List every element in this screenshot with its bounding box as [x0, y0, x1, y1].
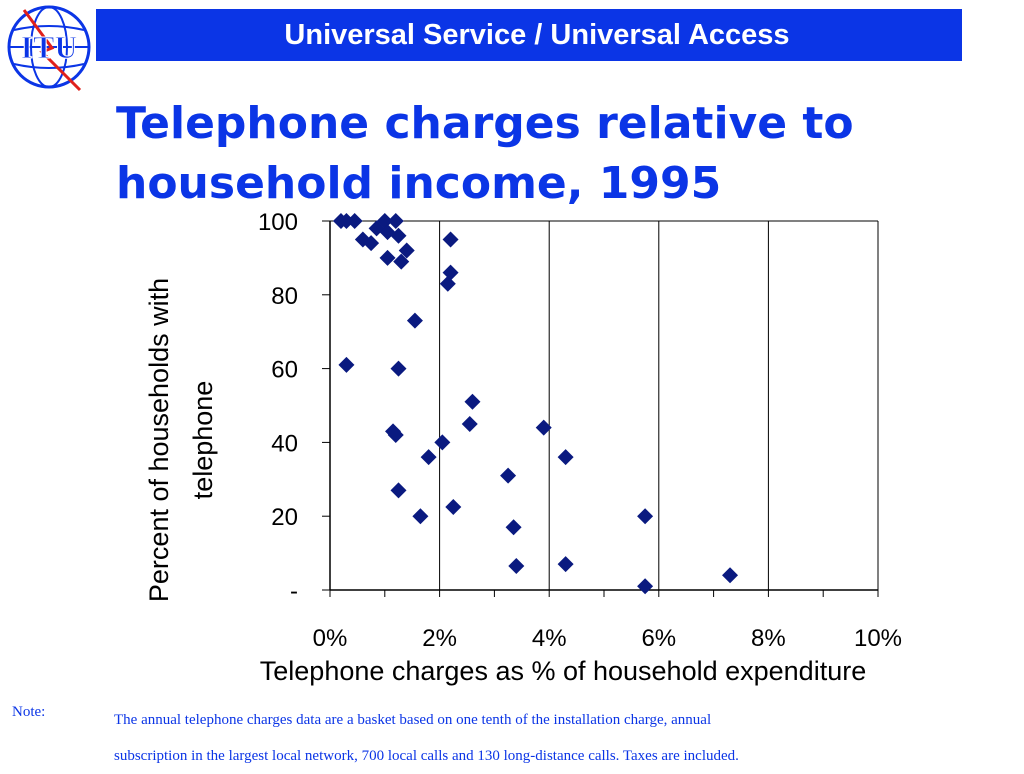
header-title: Universal Service / Universal Access: [284, 18, 790, 51]
x-tick-label: 2%: [422, 625, 457, 652]
data-point: [363, 235, 380, 252]
x-axis-label: Telephone charges as % of household expe…: [260, 656, 866, 686]
data-point: [557, 556, 574, 573]
x-tick-label: 0%: [313, 625, 348, 652]
data-point: [420, 449, 437, 466]
data-point: [637, 508, 654, 525]
y-tick-label: 100: [258, 209, 298, 236]
chart-points: [332, 213, 739, 595]
x-tick-label: 4%: [532, 625, 567, 652]
data-point: [442, 231, 459, 248]
header-bar: Universal Service / Universal Access: [96, 9, 962, 61]
data-point: [637, 578, 654, 595]
y-tick-label: 60: [271, 357, 298, 384]
note-line-2: subscription in the largest local networ…: [114, 748, 739, 764]
data-point: [442, 264, 459, 281]
chart-axes: - 20 40 60 80 100 0% 2% 4% 6% 8% 10%: [258, 209, 902, 652]
slide-title: Telephone charges relative to household …: [116, 94, 1006, 214]
data-point: [535, 419, 552, 436]
data-point: [393, 253, 410, 270]
data-point: [434, 434, 451, 451]
data-point: [505, 519, 522, 536]
data-point: [390, 227, 407, 244]
data-point: [387, 427, 404, 444]
slide-title-line-2: household income, 1995: [116, 158, 722, 209]
x-tick-label: 6%: [641, 625, 676, 652]
data-point: [390, 482, 407, 499]
data-point: [338, 213, 355, 229]
y-tick-label: 80: [271, 283, 298, 310]
data-point: [379, 249, 396, 266]
data-point: [406, 312, 423, 329]
note-line-1: The annual telephone charges data are a …: [114, 712, 712, 728]
data-point: [508, 558, 525, 575]
data-point: [387, 213, 404, 229]
y-tick-label: 40: [271, 430, 298, 457]
x-tick-label: 8%: [751, 625, 786, 652]
data-point: [500, 467, 517, 484]
itu-logo-icon: ITU: [7, 5, 91, 92]
data-point: [439, 275, 456, 292]
data-point: [338, 356, 355, 373]
data-point: [461, 415, 478, 432]
chart-grid: [329, 220, 879, 590]
data-point: [346, 213, 363, 229]
slide-title-line-1: Telephone charges relative to: [116, 98, 854, 149]
data-point: [412, 508, 429, 525]
y-tick-label: -: [290, 578, 298, 605]
data-point: [445, 498, 462, 515]
data-point: [398, 242, 415, 259]
data-point: [464, 393, 481, 410]
x-tick-label: 10%: [854, 625, 902, 652]
note-text: The annual telephone charges data are a …: [114, 702, 994, 774]
y-tick-label: 20: [271, 504, 298, 531]
data-point: [722, 567, 739, 584]
y-axis-label-line-1: Percent of households with: [144, 278, 174, 602]
y-axis-label-line-2: telephone: [188, 381, 218, 500]
data-point: [390, 360, 407, 377]
note-label: Note:: [12, 704, 46, 720]
logo-text: ITU: [21, 29, 78, 65]
data-point: [557, 449, 574, 466]
